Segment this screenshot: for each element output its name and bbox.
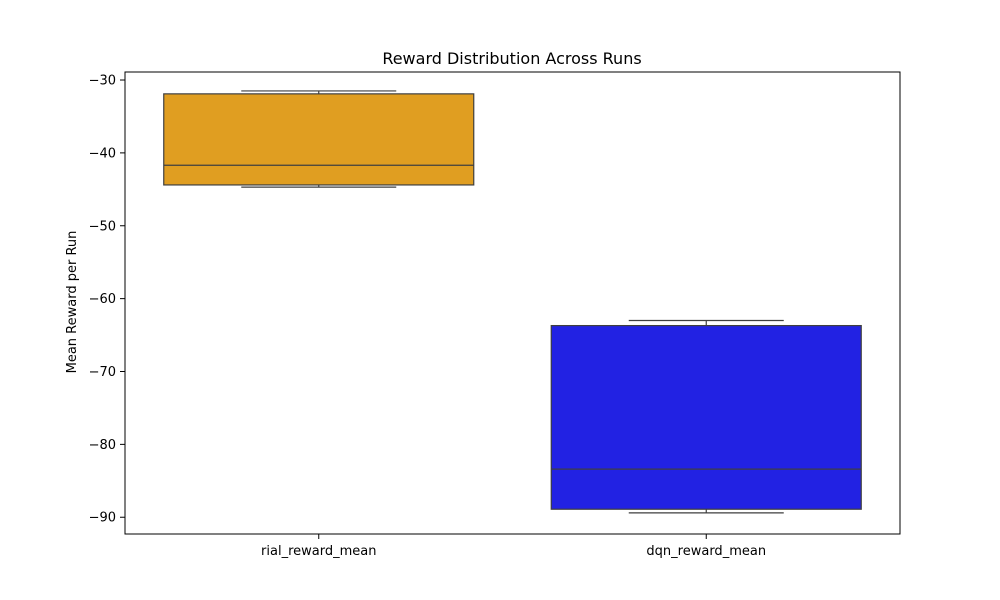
chart-title: Reward Distribution Across Runs (382, 49, 641, 68)
x-tick-label: rial_reward_mean (261, 544, 376, 559)
y-tick-label: −90 (89, 511, 116, 526)
y-tick-label: −50 (89, 219, 116, 234)
y-axis-label: Mean Reward per Run (65, 231, 80, 374)
y-tick-label: −80 (89, 438, 116, 453)
y-tick-label: −70 (89, 365, 116, 380)
y-tick-label: −40 (89, 146, 116, 161)
x-tick-label: dqn_reward_mean (646, 544, 766, 559)
plot-frame (124, 71, 901, 535)
box-dqn_reward_mean (550, 324, 862, 510)
y-tick-label: −60 (89, 292, 116, 307)
box-rial_reward_mean (163, 93, 475, 186)
y-tick-label: −30 (89, 74, 116, 89)
plot-area: −30 −40 −50 −60 −70 −80 −90 rial_reward_mean dqn… (89, 71, 901, 559)
